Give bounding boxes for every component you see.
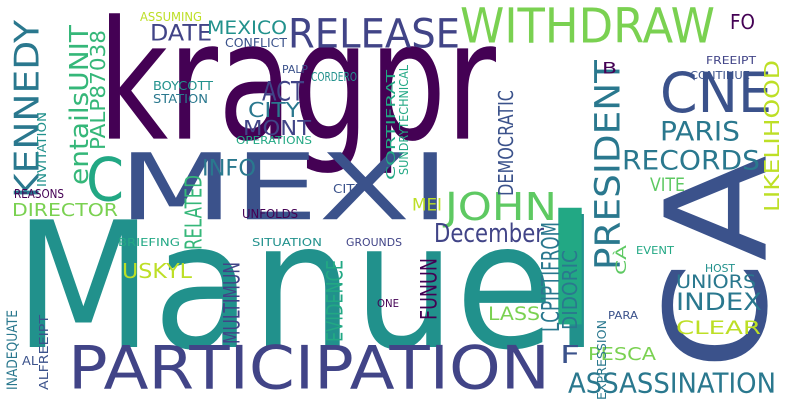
- word-grounds: GROUNDS: [346, 236, 402, 249]
- word-station: STATION: [153, 91, 208, 106]
- word-c: C: [86, 144, 124, 215]
- word-uniors: UNIORS: [676, 270, 756, 293]
- word-i: I: [535, 175, 605, 363]
- word-conflict: CONFLICT: [225, 35, 287, 50]
- word-b: B: [602, 58, 617, 78]
- word-assassination: ASSASSINATION: [568, 366, 776, 400]
- word-event: EVENT: [636, 244, 674, 257]
- word-city: CITY: [248, 98, 300, 122]
- word-mexico: MEXICO: [207, 16, 287, 39]
- word-cortifrat: CORTIFRAT: [383, 70, 398, 180]
- word-expression: EXPRESSION: [594, 320, 609, 400]
- word-f: F: [560, 339, 580, 369]
- word-john: JOHN: [445, 184, 557, 230]
- word-info: INFO: [202, 155, 256, 181]
- word-para: PARA: [608, 309, 638, 322]
- word-unfolds: UNFOLDS: [242, 206, 298, 221]
- word-mexi: MEXI: [118, 133, 450, 242]
- word-participation: PARTICIPATION: [68, 332, 550, 403]
- word-assuming: ASSUMING: [140, 9, 202, 24]
- word-mont: MONT: [243, 116, 311, 140]
- word-alfreeipt: ALFREEIPT: [36, 315, 51, 390]
- word-democratic: DEMOCRATIC: [494, 90, 518, 196]
- word-palp87038: PALP87038: [86, 30, 110, 150]
- word-cite: CITE: [333, 181, 363, 196]
- word-boycott: BOYCOTT: [153, 78, 213, 93]
- word-continue: CONTINUE: [690, 69, 750, 82]
- word-sundrytechnical: SUNDRYTECHNICAL: [396, 65, 411, 175]
- word-mei: MEI: [412, 194, 442, 215]
- word-ca-small: CÀ: [612, 245, 630, 275]
- word-operations: OPERATIONS: [236, 134, 312, 147]
- word-related: RELATED: [179, 175, 207, 250]
- word-december: December: [434, 217, 544, 249]
- word-cne: CNE: [660, 61, 772, 126]
- word-lass: LASS: [488, 302, 540, 325]
- word-release: RELEASE: [288, 10, 460, 58]
- word-uskyl: USKYL: [122, 259, 192, 283]
- word-director: DIRECTOR: [12, 199, 118, 221]
- word-vite: VITE: [650, 173, 685, 196]
- word-paris: PARIS: [660, 115, 740, 148]
- word-palp: PALP: [282, 63, 308, 76]
- word-reasons: REASONS: [14, 186, 64, 201]
- word-multimun: MULTIMUN: [219, 262, 245, 344]
- word-evidence: EVIDENCE: [322, 260, 348, 342]
- word-kragpr: kragpr: [98, 0, 497, 179]
- word-clear: CLEAR: [676, 316, 761, 339]
- word-index: INDEX: [676, 287, 762, 316]
- word-freeipt: FREEIPT: [706, 54, 756, 67]
- word-cordero: CORDERO: [311, 69, 357, 84]
- word-act: ACT: [262, 75, 304, 108]
- word-situation: SITUATION: [252, 236, 322, 249]
- word-one: ONE: [377, 297, 399, 310]
- word-pesca: PESCA: [588, 343, 656, 365]
- word-inadequate: INADEQUATE: [3, 310, 21, 390]
- word-likelihood: LIKELIHOOD: [760, 59, 784, 212]
- word-fo: FO: [730, 10, 755, 34]
- word-host: HOST: [705, 262, 735, 275]
- word-didoric: DIDORIC: [558, 250, 582, 330]
- word-manuel: Manuel: [14, 184, 599, 389]
- word-withdraw: WITHDRAW: [460, 0, 715, 54]
- word-invitation: INVITATION: [34, 112, 49, 187]
- word-records: RECORDS: [622, 144, 760, 177]
- word-president: PRESIDENT: [586, 60, 628, 271]
- word-funun: FUNUN: [416, 258, 442, 320]
- word-al: AL: [22, 353, 38, 368]
- word-date: DATE: [150, 20, 212, 46]
- word-briefing: BRIEFING: [118, 236, 180, 249]
